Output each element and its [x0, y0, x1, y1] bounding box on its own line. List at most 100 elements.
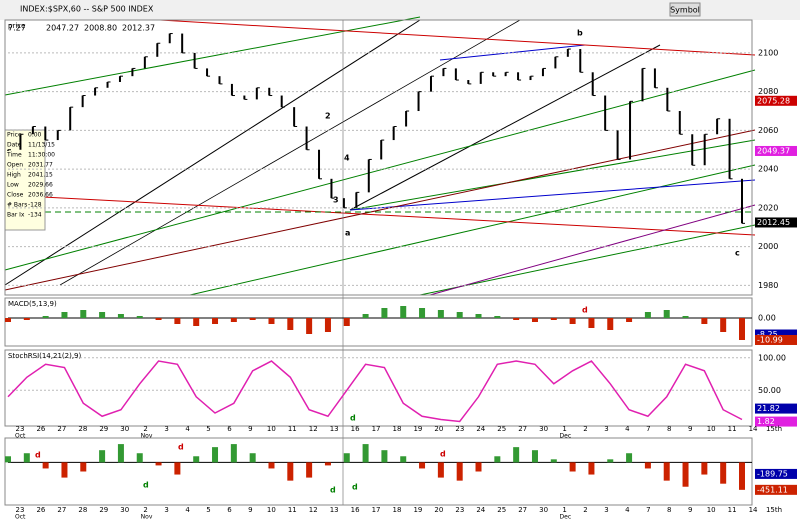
x-tick-label: 4	[185, 506, 190, 514]
hist-bar	[306, 318, 313, 334]
y-tick-label: 0.00	[758, 314, 776, 323]
x-tick-label: 27	[57, 425, 66, 433]
x-tick-label: 27	[518, 425, 527, 433]
x-tick-label: 8	[667, 506, 671, 514]
x-tick-label: 20	[434, 425, 443, 433]
x-tick-label: 15th	[766, 425, 782, 433]
x-tick-label: 27	[57, 506, 66, 514]
x-tick-label: 26	[36, 506, 45, 514]
hist-bar	[626, 318, 633, 322]
hist-bar	[720, 462, 727, 484]
data-value: 2031.77	[28, 162, 53, 169]
data-key: Low	[7, 182, 19, 189]
hist-bar	[456, 462, 463, 481]
panel-frame	[4, 437, 753, 506]
annotation: 3	[333, 196, 339, 205]
x-tick-label: 13	[330, 425, 339, 433]
month-label: Oct	[15, 433, 26, 440]
hist-bar	[212, 318, 219, 324]
x-tick-label: 3	[604, 425, 608, 433]
x-tick-label: 10	[707, 425, 716, 433]
value-tag-label: 2012.45	[757, 218, 790, 227]
hist-bar	[400, 456, 407, 463]
hist-bar	[682, 316, 689, 318]
x-tick-label: 8	[667, 425, 671, 433]
hist-bar	[362, 314, 369, 318]
x-tick-label: 2	[583, 506, 587, 514]
x-tick-label: 5	[206, 506, 210, 514]
x-tick-label: 11	[728, 506, 737, 514]
x-tick-label: 30	[539, 506, 548, 514]
hist-bar	[607, 318, 614, 330]
hist-bar	[117, 444, 124, 463]
x-tick-label: 17	[372, 425, 381, 433]
data-key: Open	[7, 162, 23, 169]
data-value: 11:30:00	[28, 152, 55, 159]
stoch-line	[7, 360, 743, 423]
hist-bar	[419, 308, 426, 318]
x-tick-label: 23	[455, 425, 464, 433]
hist-bar	[569, 462, 576, 472]
x-tick-label: 4	[625, 506, 630, 514]
annotation: d	[35, 451, 41, 460]
hist-bar	[136, 316, 143, 318]
hist-bar	[249, 453, 256, 463]
hist-bar	[475, 462, 482, 472]
x-tick-label: 9	[688, 506, 692, 514]
hist-bar	[550, 318, 557, 320]
hist-bar	[381, 450, 388, 463]
x-tick-label: 23	[16, 506, 25, 514]
hist-bar	[663, 462, 670, 481]
x-tick-label: 16	[351, 506, 360, 514]
x-tick-label: 2	[143, 506, 147, 514]
hist-bar	[531, 450, 538, 463]
value-tag-label: -451.11	[757, 485, 788, 494]
hist-bar	[23, 318, 30, 320]
symbol-button[interactable]	[669, 2, 701, 17]
hist-bar	[61, 312, 68, 318]
data-value: 2041.15	[28, 172, 53, 179]
annotation: a	[345, 229, 350, 238]
annotation: d	[143, 481, 149, 490]
hist-bar	[531, 318, 538, 322]
x-tick-label: 26	[36, 425, 45, 433]
y-tick-label: 1980	[758, 281, 778, 290]
x-tick-label: 30	[120, 425, 129, 433]
hist-bar	[42, 462, 49, 469]
data-box	[4, 129, 46, 231]
x-tick-label: 12	[309, 425, 318, 433]
hist-bar	[494, 456, 501, 463]
x-tick-label: 29	[99, 506, 108, 514]
panel-label: MACD(5,13,9)	[8, 300, 57, 308]
x-tick-label: 5	[206, 425, 210, 433]
y-tick-label: 2020	[758, 203, 778, 212]
hist-bar	[550, 459, 557, 463]
panel-frame	[4, 349, 753, 427]
month-label: Dec	[560, 433, 572, 440]
info-value: 2012.37	[122, 24, 155, 33]
month-label: Nov	[141, 433, 153, 440]
hist-bar	[739, 318, 745, 340]
panel-label: price	[8, 22, 25, 30]
x-tick-label: 11	[288, 425, 297, 433]
y-tick-label: 2100	[758, 48, 778, 57]
x-tick-label: 14	[749, 506, 758, 514]
x-tick-label: 28	[78, 506, 87, 514]
x-tick-label: 9	[688, 425, 692, 433]
hist-bar	[287, 318, 294, 330]
value-tag-label: -189.75	[757, 469, 788, 478]
hist-bar	[268, 462, 275, 469]
hist-bar	[644, 462, 651, 469]
data-key: Price	[7, 132, 22, 139]
x-tick-label: 23	[455, 506, 464, 514]
value-tag	[755, 145, 797, 156]
info-value: 2047.27	[46, 24, 79, 33]
x-tick-label: 1	[562, 506, 566, 514]
annotation: d	[178, 443, 184, 452]
x-tick-label: 7	[646, 425, 650, 433]
panel-label: StochRSI(14,21(2),9)	[8, 352, 81, 360]
x-tick-label: 3	[164, 425, 168, 433]
x-tick-label: 17	[372, 506, 381, 514]
x-tick-label: 16	[351, 425, 360, 433]
